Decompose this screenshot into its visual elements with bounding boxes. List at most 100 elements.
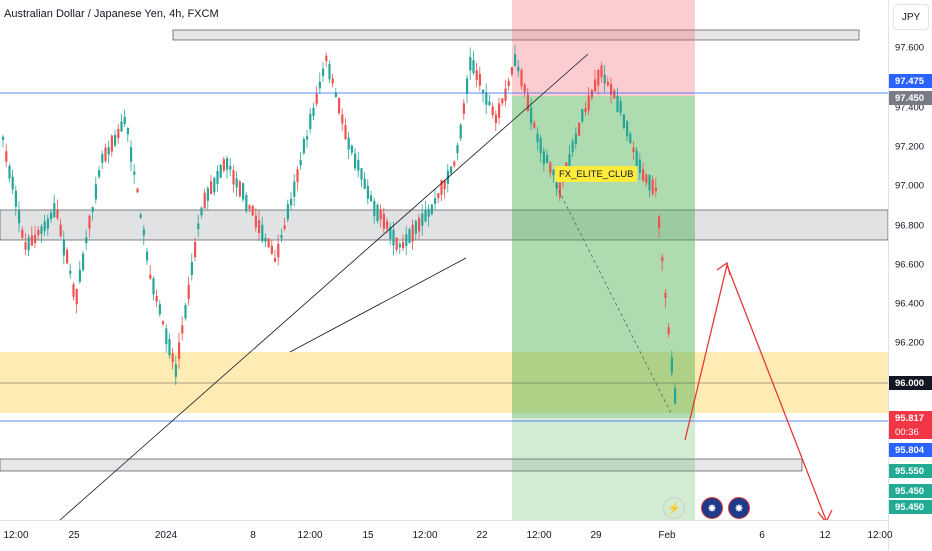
- candle-body: [629, 133, 632, 144]
- candle-body: [229, 165, 232, 170]
- candle-body: [370, 195, 373, 202]
- candle-body: [197, 223, 200, 230]
- candle-body: [517, 66, 520, 72]
- price-tag-line: 97.450: [889, 91, 932, 105]
- candle-body: [69, 270, 72, 274]
- take-profit-zone: [512, 96, 695, 418]
- candle-body: [411, 224, 414, 242]
- lightning-icon[interactable]: ⚡: [663, 497, 685, 519]
- candle-body: [386, 221, 389, 229]
- australia-flag-icon[interactable]: ✸: [728, 497, 750, 519]
- candle-body: [130, 147, 133, 162]
- candle-body: [21, 229, 24, 238]
- candle-body: [530, 107, 533, 124]
- top-range-box: [172, 29, 860, 41]
- candle-body: [62, 239, 65, 256]
- candle-body: [488, 101, 491, 106]
- price-tick: 96.200: [895, 337, 925, 349]
- candle-body: [603, 74, 606, 84]
- trendline: [59, 53, 589, 520]
- candle-body: [136, 188, 139, 193]
- candle-body: [504, 88, 507, 101]
- candle-body: [267, 238, 270, 248]
- candle-body: [482, 89, 485, 94]
- candle-body: [149, 274, 152, 279]
- candle-body: [312, 107, 315, 117]
- candle-body: [392, 229, 395, 246]
- candle-body: [619, 101, 622, 113]
- candle-body: [459, 124, 462, 139]
- chart-area[interactable]: Australian Dollar / Japanese Yen, 4h, FX…: [0, 0, 888, 520]
- time-label: Feb: [658, 530, 676, 541]
- candle-body: [523, 84, 526, 92]
- candle-body: [440, 180, 443, 195]
- candle-body: [66, 249, 69, 264]
- candle-body: [14, 190, 17, 207]
- candle-body: [421, 213, 424, 226]
- price-tick: 97.400: [895, 102, 925, 114]
- candle-body: [232, 170, 235, 185]
- price-chart[interactable]: [0, 0, 888, 520]
- candle-body: [635, 150, 638, 167]
- candle-body: [152, 278, 155, 295]
- candle-body: [533, 122, 536, 128]
- candle-body: [373, 200, 376, 217]
- candle-body: [357, 160, 360, 171]
- candle-body: [645, 174, 648, 184]
- candle-body: [158, 304, 161, 314]
- candle-body: [315, 93, 318, 104]
- candle-body: [2, 136, 5, 140]
- candle-body: [5, 151, 8, 162]
- candle-body: [203, 192, 206, 209]
- watermark-label: FX_ELITE_CLUB: [555, 166, 638, 182]
- price-tick: 96.600: [895, 259, 925, 271]
- candle-body: [549, 162, 552, 173]
- time-label: 2024: [154, 530, 178, 541]
- projection-arrowhead: [817, 509, 833, 520]
- price-tag-target: 95.550: [889, 464, 932, 478]
- price-tick: 97.200: [895, 141, 925, 153]
- candle-body: [216, 170, 219, 184]
- candle-body: [146, 251, 149, 261]
- candle-body: [414, 220, 417, 234]
- candle-body: [245, 195, 248, 212]
- time-label: 25: [68, 530, 80, 541]
- price-tick: 96.400: [895, 298, 925, 310]
- candle-body: [667, 327, 670, 334]
- australia-flag-icon[interactable]: ✸: [701, 497, 723, 519]
- candle-body: [194, 241, 197, 258]
- time-label: 15: [362, 530, 374, 541]
- candle-body: [670, 357, 673, 373]
- candle-body: [418, 217, 421, 232]
- candle-body: [587, 95, 590, 111]
- time-axis[interactable]: 12:00 25 2024 8 12:00 15 12:00 22 12:00 …: [0, 520, 893, 551]
- candle-body: [82, 253, 85, 271]
- candle-body: [606, 81, 609, 86]
- candle-body: [434, 198, 437, 204]
- candle-body: [56, 209, 59, 219]
- candle-body: [574, 133, 577, 144]
- candle-body: [155, 296, 158, 302]
- candle-body: [59, 224, 62, 237]
- candle-body: [632, 147, 635, 152]
- candle-body: [210, 181, 213, 195]
- candle-body: [472, 60, 475, 74]
- candle-body: [168, 338, 171, 356]
- time-label: 12:00: [526, 530, 552, 541]
- candle-body: [542, 151, 545, 164]
- candle-body: [27, 237, 30, 251]
- candle-body: [171, 353, 174, 363]
- candle-body: [584, 108, 587, 112]
- candle-body: [280, 235, 283, 239]
- candle-body: [366, 185, 369, 199]
- projection-arrowhead: [716, 261, 731, 276]
- price-tag-blue: 95.804: [889, 443, 932, 457]
- candle-body: [85, 237, 88, 244]
- candle-body: [498, 103, 501, 118]
- candle-body: [536, 133, 539, 143]
- resistance-zone: [0, 209, 888, 241]
- candle-body: [117, 128, 120, 139]
- candle-body: [178, 342, 181, 360]
- candle-body: [94, 184, 97, 200]
- currency-button[interactable]: JPY: [893, 4, 929, 30]
